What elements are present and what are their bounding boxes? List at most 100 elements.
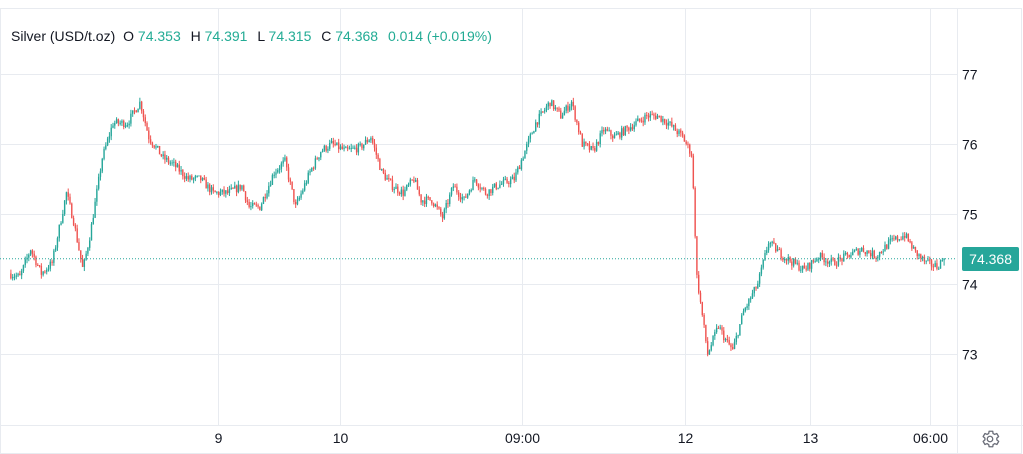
candle-body — [131, 110, 134, 114]
candle-body — [280, 163, 283, 169]
candle-body — [97, 176, 100, 189]
candle-body — [330, 140, 333, 144]
candle-body — [778, 249, 781, 251]
candle-body — [182, 170, 184, 177]
candle-body — [96, 188, 98, 202]
candle-body — [123, 120, 125, 127]
candle-body — [380, 169, 383, 171]
candle-body — [157, 145, 159, 147]
candle-body — [744, 308, 746, 312]
candle-body — [139, 101, 141, 109]
candle-body — [56, 238, 59, 248]
candle-body — [873, 250, 875, 258]
candle-body — [135, 110, 137, 113]
gear-icon[interactable] — [979, 428, 1001, 450]
candle-body — [861, 247, 863, 251]
candle-body — [909, 240, 911, 243]
candle-body — [334, 143, 336, 146]
candle-body — [450, 187, 453, 195]
candle-body — [529, 134, 532, 139]
candle-body — [864, 252, 866, 254]
candle-body — [556, 107, 558, 109]
candle-body — [785, 258, 788, 261]
candle-body — [337, 142, 340, 150]
candle-body — [903, 236, 906, 238]
candle-body — [397, 186, 399, 193]
candle-body — [207, 184, 209, 189]
candle-body — [373, 142, 376, 148]
candle-body — [703, 314, 705, 325]
candle-body — [183, 176, 186, 179]
candle-body — [674, 125, 677, 131]
candle-body — [291, 181, 293, 190]
chart-frame — [0, 8, 1022, 454]
candle-body — [812, 260, 815, 262]
candle-body — [690, 153, 693, 156]
candle-body — [329, 143, 331, 149]
candle-body — [384, 172, 386, 180]
candlestick-series — [10, 97, 945, 357]
candle-body — [474, 179, 476, 181]
candle-body — [432, 203, 435, 207]
candle-body — [72, 218, 75, 226]
candle-body — [500, 183, 503, 185]
candle-body — [74, 225, 77, 229]
candle-body — [33, 253, 35, 257]
candle-body — [837, 257, 840, 266]
candle-body — [13, 276, 16, 278]
candle-body — [742, 311, 745, 316]
candle-body — [665, 123, 668, 126]
candle-body — [259, 206, 261, 211]
candle-body — [289, 179, 292, 182]
candle-body — [137, 108, 139, 113]
candle-body — [590, 146, 592, 150]
candle-body — [294, 201, 297, 205]
candle-body — [859, 250, 861, 255]
candle-body — [925, 260, 927, 262]
candle-body — [644, 114, 646, 123]
candle-body — [10, 273, 12, 279]
price-tick-label: 75 — [962, 207, 978, 223]
candle-body — [223, 189, 225, 194]
candle-body — [366, 139, 369, 143]
candle-body — [681, 132, 684, 136]
candle-body — [352, 147, 354, 149]
candle-body — [886, 244, 888, 249]
candle-body — [475, 179, 478, 185]
candle-body — [416, 180, 419, 190]
candle-body — [567, 105, 569, 111]
candle-body — [110, 127, 112, 137]
candle-body — [452, 186, 455, 188]
candle-body — [533, 131, 535, 134]
candle-body — [108, 136, 111, 139]
candle-body — [834, 259, 836, 266]
high-label: H — [190, 28, 201, 44]
candle-body — [848, 254, 850, 258]
candle-body — [612, 135, 614, 139]
candle-body — [51, 261, 53, 263]
candle-body — [209, 184, 211, 193]
candle-body — [569, 106, 571, 111]
candle-body — [124, 125, 127, 127]
candle-body — [497, 187, 499, 189]
candle-body — [699, 292, 702, 302]
candle-body — [767, 243, 770, 251]
candle-body — [572, 101, 575, 107]
candle-body — [732, 347, 734, 349]
candle-body — [481, 187, 483, 189]
candle-body — [828, 261, 831, 264]
candle-body — [535, 122, 537, 132]
candle-body — [105, 145, 107, 149]
candle-body — [230, 187, 232, 190]
candle-body — [617, 132, 619, 135]
candle-body — [884, 244, 886, 252]
candle-body — [592, 146, 594, 148]
candle-body — [406, 185, 408, 190]
candle-body — [37, 264, 39, 266]
candle-body — [921, 256, 924, 259]
candle-body — [595, 141, 598, 151]
candle-body — [62, 214, 64, 223]
candle-body — [723, 330, 725, 341]
time-axis: 9 10 09:00 12 13 06:00 — [215, 430, 949, 446]
